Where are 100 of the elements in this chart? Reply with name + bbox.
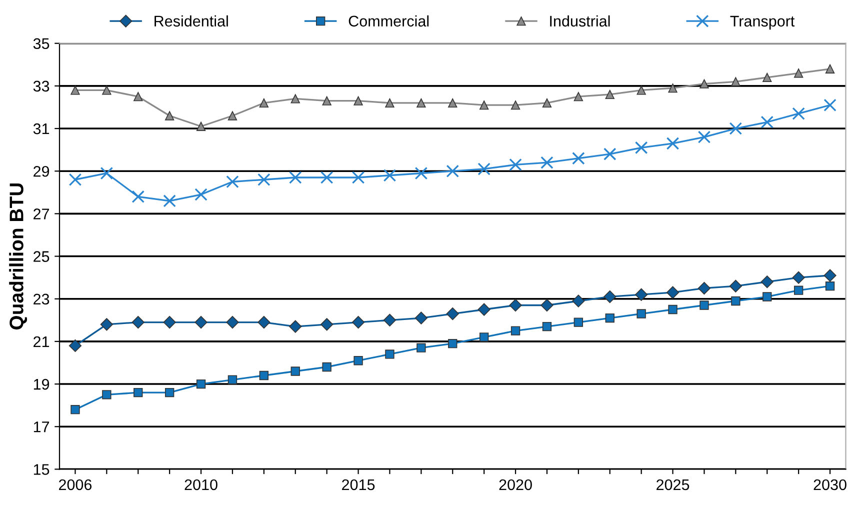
point [385,350,394,359]
point [698,130,711,144]
point [258,316,270,329]
x-tick-label: 2010 [184,479,218,490]
point [572,152,585,165]
point [666,137,680,150]
point [448,98,458,108]
point [226,175,239,188]
point [825,64,835,74]
point [68,173,82,186]
point [762,292,772,302]
point [102,86,112,95]
point [163,194,176,208]
legend-label: Industrial [550,15,610,27]
point [100,318,113,331]
point [668,304,678,314]
y-tick-label: 17 [34,422,50,432]
point [540,298,554,312]
point [700,79,709,88]
point [414,166,428,180]
x-tick-label: 2020 [499,479,532,490]
y-tick-label: 31 [33,123,50,134]
point [383,168,396,182]
point [383,314,396,326]
point [354,356,363,366]
point [352,316,365,329]
point [605,313,614,323]
point [228,375,238,384]
point [414,312,428,324]
point [510,100,520,110]
point [228,111,238,120]
x-tick-label: 2006 [59,479,92,490]
point [320,171,334,184]
point [258,173,270,186]
point [698,282,711,295]
point [68,339,82,352]
point [446,164,460,178]
x-tick-label: 2015 [342,479,375,490]
point [542,98,552,108]
point [794,68,804,78]
point [259,370,269,380]
point [446,307,459,320]
point [825,282,835,291]
point [289,320,302,333]
point [164,111,174,120]
point [70,404,80,414]
point [163,316,176,329]
legend-label: Commercial [348,15,429,27]
point [226,316,239,329]
point [824,98,836,112]
point [574,92,584,102]
y-tick-label: 29 [34,166,50,177]
x-tick-label: 2030 [814,479,846,490]
point [290,94,300,104]
point [634,141,648,154]
y-tick-label: 33 [33,80,50,92]
point [731,77,740,86]
y-tick-label: 19 [34,378,50,390]
point [574,318,584,327]
point [604,290,616,304]
point [636,86,646,95]
point [792,271,805,284]
point [416,343,426,352]
point [134,388,143,398]
point [164,388,174,398]
point [760,116,774,129]
point [510,326,520,336]
point [385,98,394,108]
point [509,298,522,312]
point [196,379,206,389]
point [479,100,489,110]
x-tick-label: 2025 [656,479,690,490]
point [729,122,742,135]
point [794,286,804,295]
legend-label: Transport [730,16,795,30]
point [354,96,363,106]
point [132,190,145,204]
point [290,366,300,376]
point [194,316,208,329]
point [479,332,489,342]
point [824,269,836,282]
point [448,338,458,348]
point [194,188,208,201]
point [540,156,554,169]
point [132,316,144,329]
point [478,303,490,316]
point [636,309,646,318]
point [762,72,772,82]
point [668,83,678,93]
point [731,296,740,306]
y-tick-label: 25 [34,251,50,262]
y-tick-label: 15 [34,464,50,475]
y-axis-title: Quadrillion BTU [9,183,28,330]
point [134,92,143,102]
point [259,98,269,108]
point [100,166,114,180]
point [729,280,742,292]
legend-label: Residential [154,15,228,27]
point [700,300,709,310]
point [320,318,334,331]
